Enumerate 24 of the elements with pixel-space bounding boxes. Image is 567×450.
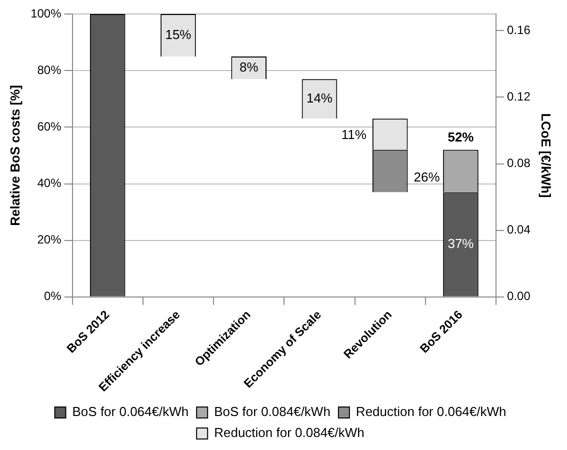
y2-tick-label: 0.08 [507,156,531,170]
legend-label: BoS for 0.064€/kWh [72,404,189,420]
y2-tick-label: 0.16 [507,22,531,37]
y-tick-label: 80% [37,62,62,77]
y-tick-label: 40% [37,176,62,190]
data-label: 15% [165,26,192,42]
y-tick-label: 100% [30,6,62,20]
data-label: 37% [448,236,474,252]
legend-label: Reduction for 0.084€/kWh [214,425,364,440]
annotation: 26% [414,169,440,184]
data-label: 14% [306,90,333,106]
y-tick-label: 20% [37,232,62,247]
y2-axis-title: LCoE [€/kWh] [538,113,554,198]
y2-tick-label: 0.04 [507,222,531,237]
total-label: 52% [448,129,474,144]
y2-tick-label: 0.00 [507,289,531,304]
data-label: 8% [239,59,259,74]
annotation: 11% [341,126,367,142]
y-axis-title: Relative BoS costs [%] [7,85,22,226]
legend-label: Reduction for 0.064€/kWh [356,404,506,420]
y-tick-label: 0% [44,289,62,304]
y-tick-label: 60% [37,119,62,134]
legend-label: BoS for 0.084€/kWh [214,404,330,420]
y2-tick-label: 0.12 [507,90,531,104]
